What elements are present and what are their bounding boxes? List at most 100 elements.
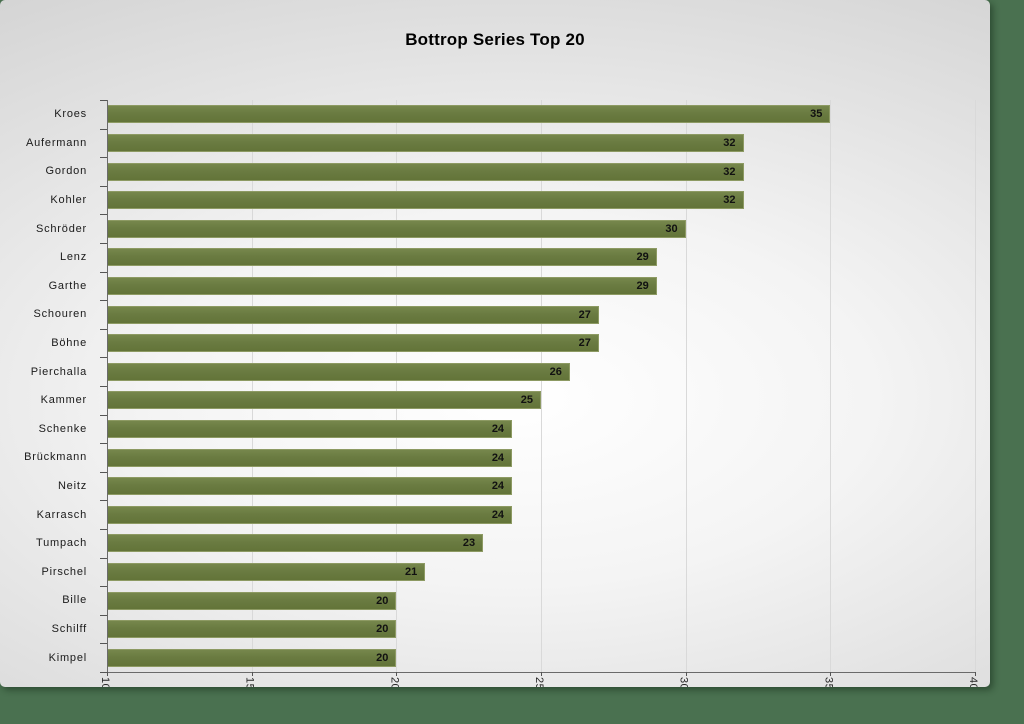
bar-value-label: 32 [723,136,736,149]
y-axis-tick [100,243,107,244]
y-axis-tick [100,100,107,101]
category-label: Gordon [45,165,87,178]
y-axis-tick [100,643,107,644]
bar-value-label: 32 [723,194,736,207]
bar-value-label: 32 [723,165,736,178]
category-label: Pierchalla [30,365,87,378]
bar: 29 [107,248,657,267]
x-axis-tick [251,672,253,676]
category-label: Bille [62,594,87,607]
y-axis-tick [100,558,107,559]
x-axis-tick [396,672,398,676]
category-label: Schouren [33,308,87,321]
bar: 30 [107,219,686,238]
gridline [975,100,976,672]
bar-value-label: 20 [376,623,389,636]
bar-value-label: 24 [491,422,505,435]
y-axis-tick [100,272,107,273]
category-label: Schröder [35,222,87,235]
x-axis-tick-label: 35 [822,677,835,687]
chart-panel: Bottrop Series Top 20 35 32 32 32 30 29 29 27 27… [0,0,990,687]
y-axis-tick [100,129,107,130]
y-axis-tick [100,615,107,616]
category-label: Brückmann [24,451,87,464]
bar: 20 [107,648,397,667]
x-axis-tick-label: 20 [388,677,401,687]
x-axis-tick [830,672,832,676]
x-axis-tick-label: 15 [243,677,256,687]
category-label: Karrasch [36,508,87,521]
bar: 32 [107,162,744,181]
gridline [830,100,832,672]
bar: 35 [107,105,831,124]
bar: 26 [107,362,570,381]
bar-value-label: 20 [376,594,389,607]
bar: 20 [107,591,397,610]
x-axis-tick-label: 40 [967,677,979,687]
chart-title: Bottrop Series Top 20 [405,30,585,49]
category-label: Neitz [57,480,87,493]
y-axis-line [107,100,108,673]
bar-value-label: 29 [636,251,649,264]
y-axis-tick [100,214,107,215]
bar-value-label: 23 [462,537,476,550]
bar: 24 [107,419,513,438]
bar: 24 [107,477,513,496]
category-label: Böhne [51,337,87,350]
x-axis-tick-label: 25 [533,677,545,687]
bar: 32 [107,191,744,210]
y-axis-tick [100,386,107,387]
category-label: Kammer [40,394,87,407]
x-axis-tick [541,672,542,676]
bar: 25 [107,391,541,410]
bar-value-label: 30 [665,222,678,235]
category-label: Kroes [54,108,87,121]
bar: 27 [107,334,599,353]
category-label: Kohler [50,194,87,207]
x-axis-tick [685,672,687,676]
y-axis-tick [100,357,107,358]
y-axis-tick [100,415,107,416]
category-label: Pirschel [41,565,87,578]
gridline [396,100,398,672]
bar-value-label: 21 [405,565,418,578]
category-label: Lenz [59,251,87,264]
bar-value-label: 20 [376,651,389,664]
gridline [251,100,253,672]
y-axis-tick [100,500,107,501]
y-axis-tick [100,586,107,587]
bar-value-label: 29 [636,279,649,292]
bar-value-label: 27 [578,337,591,350]
category-label: Garthe [48,279,87,292]
bar-value-label: 27 [578,308,591,321]
x-axis-tick [107,672,108,676]
y-axis-tick [100,472,107,473]
bar: 32 [107,133,744,152]
bar: 20 [107,620,397,639]
x-axis-tick-label: 10 [99,677,111,687]
bar-value-label: 26 [549,365,562,378]
y-axis-tick [100,329,107,330]
bar: 23 [107,534,484,553]
x-axis-line [100,672,976,673]
y-axis-tick [100,529,107,530]
bar-value-label: 35 [810,108,823,121]
bar: 29 [107,276,657,295]
bar-value-label: 24 [491,508,505,521]
gridline [685,100,687,672]
bar: 27 [107,305,599,324]
category-label: Schilff [51,623,87,636]
plot-area: 35 32 32 32 30 29 29 27 27 26 25 24 24 24 24 23 21 20 20 20 [107,100,976,672]
y-axis-tick [100,443,107,444]
bar: 24 [107,505,513,524]
y-axis-tick [100,300,107,301]
y-axis-tick [100,672,107,673]
gridline [541,100,542,672]
y-axis-category-labels: Kroes Aufermann Gordon Kohler Schröder Lenz Ga… [0,100,99,672]
bar: 21 [107,562,426,581]
bar: 24 [107,448,513,467]
bar-value-label: 25 [520,394,533,407]
bar-value-label: 24 [491,451,505,464]
bar-value-label: 24 [491,480,505,493]
